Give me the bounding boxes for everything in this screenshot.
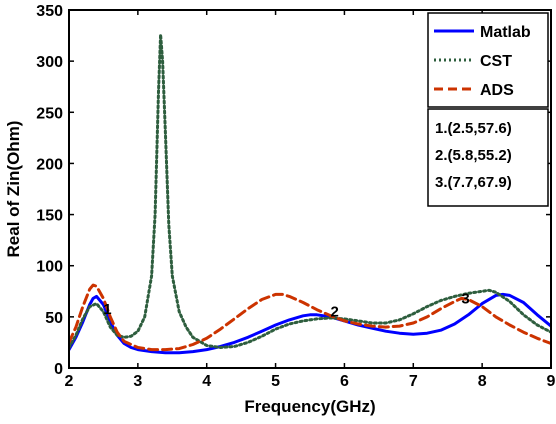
annotation-line: 3.(7.7,67.9) <box>435 174 512 191</box>
legend-label-matlab: Matlab <box>480 24 531 41</box>
x-tick-label: 8 <box>478 373 487 390</box>
y-tick-label: 150 <box>36 208 63 225</box>
y-tick-label: 50 <box>45 310 63 327</box>
x-tick-label: 9 <box>547 373 556 390</box>
y-tick-label: 300 <box>36 54 63 71</box>
y-tick-label: 100 <box>36 259 63 276</box>
y-tick-label: 200 <box>36 156 63 173</box>
point-marker-label: 3 <box>461 291 469 308</box>
legend-label-cst: CST <box>480 53 512 70</box>
x-tick-label: 5 <box>271 373 280 390</box>
series-line-ads <box>69 285 551 350</box>
point-marker-label: 1 <box>103 301 111 318</box>
x-axis-label: Frequency(GHz) <box>244 397 375 416</box>
x-tick-label: 4 <box>202 373 211 390</box>
x-tick-label: 6 <box>340 373 349 390</box>
y-tick-label: 350 <box>36 3 63 20</box>
x-tick-label: 3 <box>133 373 142 390</box>
annotation-box: 1.(2.5,57.6) 2.(5.8,55.2) 3.(7.7,67.9) <box>428 109 548 206</box>
x-tick-label: 7 <box>409 373 418 390</box>
chart-legend: Matlab CST ADS <box>428 13 548 107</box>
y-axis-label: Real of Zin(Ohm) <box>4 121 23 258</box>
y-tick-label: 0 <box>54 361 63 378</box>
point-marker-label: 2 <box>330 304 338 321</box>
legend-label-ads: ADS <box>480 82 514 99</box>
annotation-line: 1.(2.5,57.6) <box>435 120 512 137</box>
annotation-line: 2.(5.8,55.2) <box>435 147 512 164</box>
y-tick-label: 250 <box>36 105 63 122</box>
x-tick-label: 2 <box>65 373 74 390</box>
